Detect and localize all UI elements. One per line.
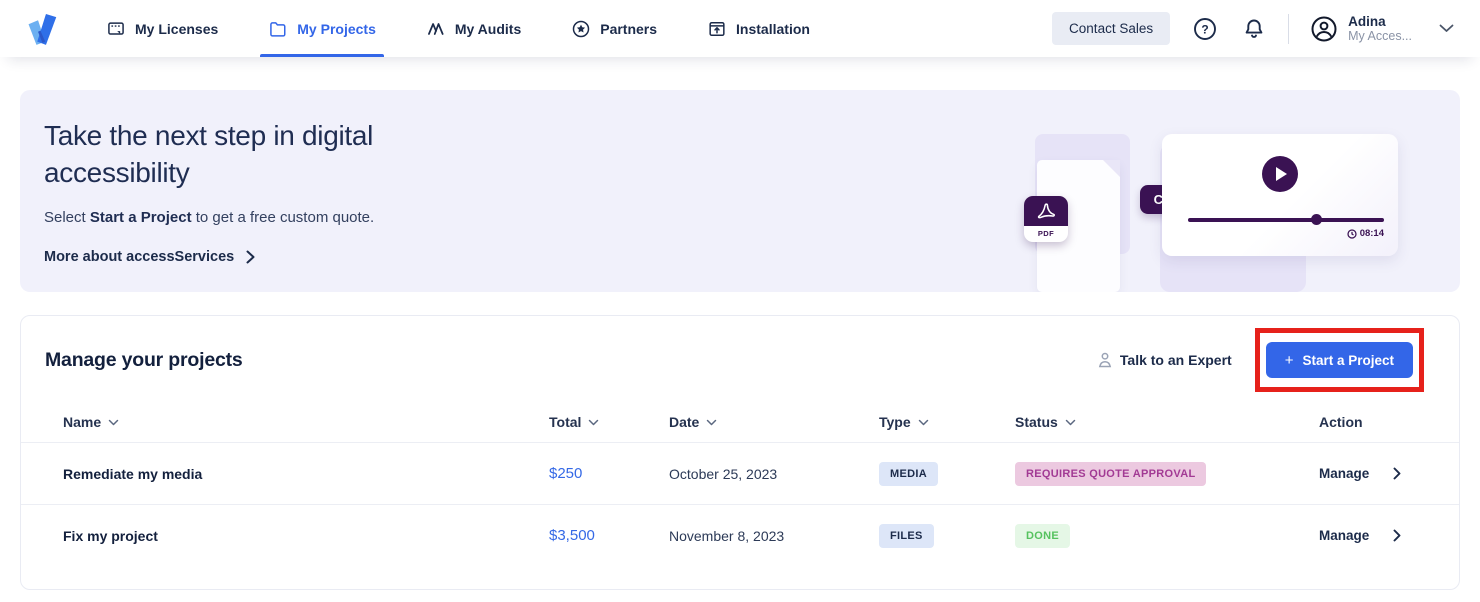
user-text: Adina My Acces... xyxy=(1348,14,1412,44)
sort-chevron-icon xyxy=(589,419,599,425)
type-badge: MEDIA xyxy=(879,461,938,486)
project-type-cell: FILES xyxy=(879,523,1015,548)
table-header-row: Name Total Date Type Status Action xyxy=(21,402,1459,442)
pdf-file-icon: PDF xyxy=(1024,196,1068,242)
licenses-window-icon xyxy=(108,21,124,35)
project-total: $3,500 xyxy=(549,527,595,544)
nav-label: Installation xyxy=(736,20,810,37)
manage-projects-card: Manage your projects Talk to an Expert +… xyxy=(20,315,1460,590)
pdf-label: PDF xyxy=(1037,229,1055,238)
bell-icon xyxy=(1245,19,1263,38)
svg-text:?: ? xyxy=(1201,22,1208,36)
sort-chevron-icon xyxy=(108,419,119,425)
nav-item-my-licenses[interactable]: My Licenses xyxy=(104,0,220,57)
person-icon xyxy=(1098,352,1112,368)
main-nav: My Licenses My Projects My Audits Partne… xyxy=(104,0,858,57)
nav-label: Partners xyxy=(600,20,658,37)
user-name: Adina xyxy=(1348,13,1386,29)
notifications-button[interactable] xyxy=(1240,15,1268,43)
user-avatar-icon xyxy=(1311,16,1337,41)
project-date: October 25, 2023 xyxy=(669,465,778,482)
column-header-action: Action xyxy=(1319,414,1363,430)
chevron-right-icon xyxy=(1393,467,1401,480)
user-menu[interactable]: Adina My Acces... xyxy=(1309,14,1454,44)
nav-label: My Licenses xyxy=(135,20,219,37)
contact-sales-button[interactable]: Contact Sales xyxy=(1052,12,1171,45)
banner-subtitle: Select Start a Project to get a free cus… xyxy=(44,209,375,226)
header-right-cluster: Contact Sales ? Adina My Acces... xyxy=(1052,12,1454,45)
project-name: Fix my project xyxy=(63,527,158,544)
start-project-wrapper: + Start a Project xyxy=(1254,328,1424,392)
user-subtitle: My Acces... xyxy=(1348,29,1412,44)
clock-icon xyxy=(1347,228,1357,239)
question-circle-icon: ? xyxy=(1194,17,1217,40)
sort-chevron-icon xyxy=(918,419,928,425)
manage-link[interactable]: Manage xyxy=(1319,528,1435,543)
project-name: Remediate my media xyxy=(63,465,203,482)
sort-chevron-icon xyxy=(707,419,717,425)
plus-icon: + xyxy=(1284,351,1294,369)
banner-title: Take the next step in digital accessibil… xyxy=(44,120,374,188)
chevron-down-icon[interactable] xyxy=(1439,24,1454,33)
nav-item-installation[interactable]: Installation xyxy=(705,0,812,57)
audits-peaks-icon xyxy=(427,22,444,35)
installation-upload-box-icon xyxy=(709,21,725,36)
progress-knob xyxy=(1311,214,1323,225)
start-a-project-button[interactable]: + Start a Project xyxy=(1265,342,1413,378)
promo-banner: Take the next step in digital accessibil… xyxy=(20,90,1460,292)
manage-link[interactable]: Manage xyxy=(1319,466,1435,481)
project-type-cell: MEDIA xyxy=(879,461,1015,486)
column-header-total[interactable]: Total xyxy=(549,414,669,430)
table-row: Fix my project $3,500 November 8, 2023 F… xyxy=(21,504,1459,566)
nav-label: My Projects xyxy=(297,20,376,37)
projects-table: Name Total Date Type Status Action xyxy=(21,402,1459,566)
card-actions: Talk to an Expert + Start a Project xyxy=(1098,328,1435,392)
nav-label: My Audits xyxy=(454,20,522,37)
partners-star-circle-icon xyxy=(572,20,590,37)
status-badge: DONE xyxy=(1015,523,1070,548)
column-header-type[interactable]: Type xyxy=(879,414,1015,430)
column-header-status[interactable]: Status xyxy=(1015,414,1319,430)
nav-item-my-projects[interactable]: My Projects xyxy=(260,0,384,57)
status-badge: REQUIRES QUOTE APPROVAL xyxy=(1015,461,1207,486)
talk-to-expert-link[interactable]: Talk to an Expert xyxy=(1098,352,1232,368)
project-status-cell: DONE xyxy=(1015,523,1319,548)
nav-item-partners[interactable]: Partners xyxy=(569,0,659,57)
project-total: $250 xyxy=(549,465,583,482)
project-status-cell: REQUIRES QUOTE APPROVAL xyxy=(1015,461,1319,486)
chevron-right-icon xyxy=(1393,529,1401,542)
more-about-accessservices-link[interactable]: More about accessServices xyxy=(44,249,255,265)
verbit-checkmark-logo[interactable] xyxy=(22,9,62,49)
type-badge: FILES xyxy=(879,523,934,548)
play-button-icon xyxy=(1262,156,1298,192)
card-title: Manage your projects xyxy=(45,348,243,371)
projects-folder-icon xyxy=(270,21,286,37)
video-timestamp: 08:14 xyxy=(1347,228,1384,239)
progress-track xyxy=(1188,214,1384,225)
column-header-date[interactable]: Date xyxy=(669,414,879,430)
project-date: November 8, 2023 xyxy=(669,527,785,544)
table-row: Remediate my media $250 October 25, 2023… xyxy=(21,442,1459,504)
video-player-card: 08:14 xyxy=(1162,134,1398,256)
top-navigation-bar: My Licenses My Projects My Audits Partne… xyxy=(0,0,1480,57)
header-divider xyxy=(1288,13,1290,44)
help-button[interactable]: ? xyxy=(1190,14,1220,44)
nav-item-my-audits[interactable]: My Audits xyxy=(424,0,523,57)
acrobat-glyph-icon xyxy=(1037,203,1056,219)
sort-chevron-icon xyxy=(1065,419,1076,425)
column-header-name[interactable]: Name xyxy=(45,414,549,430)
chevron-right-icon xyxy=(246,250,255,264)
card-header: Manage your projects Talk to an Expert +… xyxy=(21,316,1459,392)
